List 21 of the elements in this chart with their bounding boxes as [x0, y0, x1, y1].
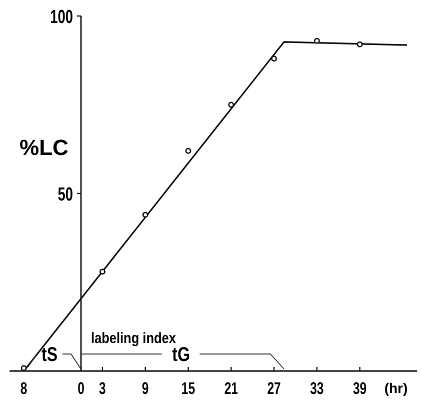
y-tick-label: 100 — [50, 6, 73, 28]
point — [185, 148, 192, 154]
y-tick-label: 50 — [58, 183, 73, 206]
point — [142, 212, 148, 218]
point — [314, 38, 320, 44]
x-tick-label: 21 — [224, 380, 238, 399]
y-axis-title: %LC — [20, 135, 69, 160]
annotation: tS — [42, 343, 58, 366]
x-tick-label: 9 — [142, 380, 149, 399]
x-tick-label: 39 — [353, 380, 367, 399]
point — [99, 268, 106, 275]
point — [228, 102, 234, 108]
point — [356, 41, 363, 48]
x-axis-title: (hr) — [384, 380, 408, 396]
x-tick-label: 0 — [78, 380, 84, 399]
x-tick-label: 8 — [20, 380, 28, 399]
x-tick-label: 3 — [99, 380, 106, 399]
point — [271, 56, 278, 62]
x-tick-label: 27 — [267, 380, 281, 399]
x-tick-label: 15 — [181, 380, 196, 399]
x-tick-label: 33 — [310, 380, 324, 399]
